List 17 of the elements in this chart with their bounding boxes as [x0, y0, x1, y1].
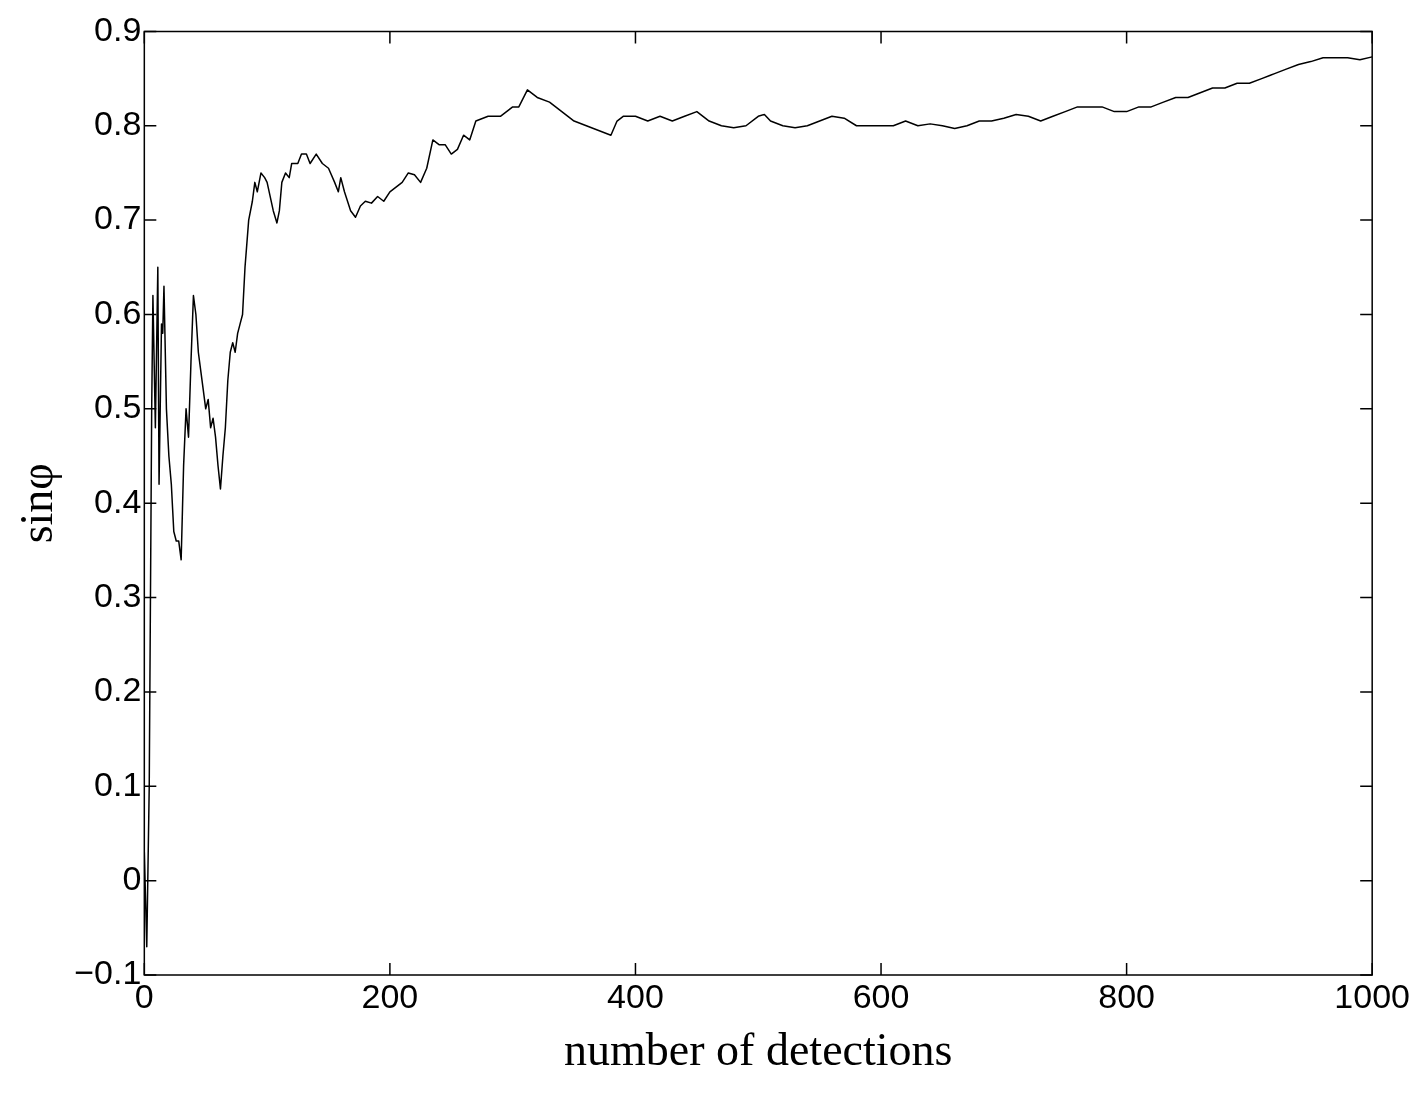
x-tick-label: 1000	[1334, 976, 1410, 1015]
y-tick-label: 0.2	[94, 670, 142, 709]
y-tick-label: 0.6	[94, 292, 142, 331]
y-tick-label: 0.1	[94, 764, 142, 803]
x-tick-label: 800	[1098, 976, 1155, 1015]
x-tick-label: 200	[361, 976, 419, 1015]
x-axis-title: number of detections	[564, 1024, 953, 1076]
y-tick-label: 0.4	[94, 481, 142, 520]
x-tick-label: 400	[607, 976, 664, 1015]
y-tick-label: 0.9	[94, 9, 142, 48]
y-tick-label: 0.7	[94, 198, 142, 237]
y-tick-label: 0	[122, 859, 142, 898]
y-axis-title: sinφ	[10, 463, 62, 544]
y-tick-label: 0.5	[94, 387, 142, 426]
x-tick-label: 600	[852, 976, 910, 1015]
y-tick-label: 0.3	[94, 575, 142, 614]
y-tick-label: 0.8	[94, 104, 142, 143]
